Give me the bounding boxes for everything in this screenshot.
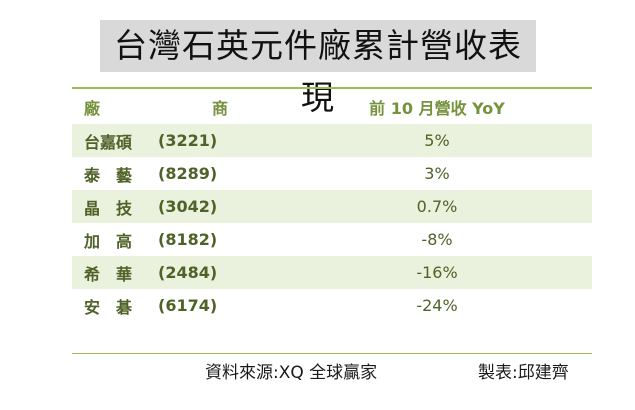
title-banner: 台灣石英元件廠累計營收表現 [100,20,536,117]
stock-code: (8182) [158,230,218,249]
company-name: 晶 技 [84,198,133,218]
table-bottom-rule [72,353,592,354]
header-company-char-1: 廠 [84,98,101,118]
header-company-char-2: 商 [212,98,229,118]
table-body: 台嘉碩 (3221) 5% 泰 藝 (8289) 3% 晶 技 (3042) 0.7% 加 高 (8… [72,124,592,322]
page-title: 台灣石英元件廠累計營收表現 [114,26,522,117]
table-row: 加 高 (8182) -8% [72,223,592,256]
company-name: 泰 藝 [84,165,133,185]
stock-code: (8289) [158,164,218,183]
company-name: 加 高 [84,231,133,251]
stock-code: (2484) [158,263,218,282]
stock-code: (6174) [158,296,218,315]
company-name: 安 碁 [84,297,133,317]
company-name: 希 華 [84,264,133,284]
header-yoy: 前 10 月營收 YoY [369,98,505,118]
source-note: 資料來源:XQ 全球贏家 [205,363,378,383]
revenue-table: 廠 商 前 10 月營收 YoY 台嘉碩 (3221) 5% 泰 藝 (8289) 3% 晶… [72,87,592,322]
table-row: 希 華 (2484) -16% [72,256,592,289]
table-row: 台嘉碩 (3221) 5% [72,124,592,157]
table-row: 安 碁 (6174) -24% [72,289,592,322]
yoy-value: 3% [424,164,450,183]
yoy-value: -8% [421,230,453,249]
stock-code: (3042) [158,197,218,216]
table-row: 晶 技 (3042) 0.7% [72,190,592,223]
yoy-value: 5% [424,131,450,150]
stock-code: (3221) [158,131,218,150]
yoy-value: -24% [416,296,458,315]
author-note: 製表:邱建齊 [478,363,569,383]
table-row: 泰 藝 (8289) 3% [72,157,592,190]
table-header-row: 廠 商 前 10 月營收 YoY [72,89,592,124]
yoy-value: 0.7% [416,197,458,216]
yoy-value: -16% [416,263,458,282]
company-name: 台嘉碩 [84,132,133,152]
